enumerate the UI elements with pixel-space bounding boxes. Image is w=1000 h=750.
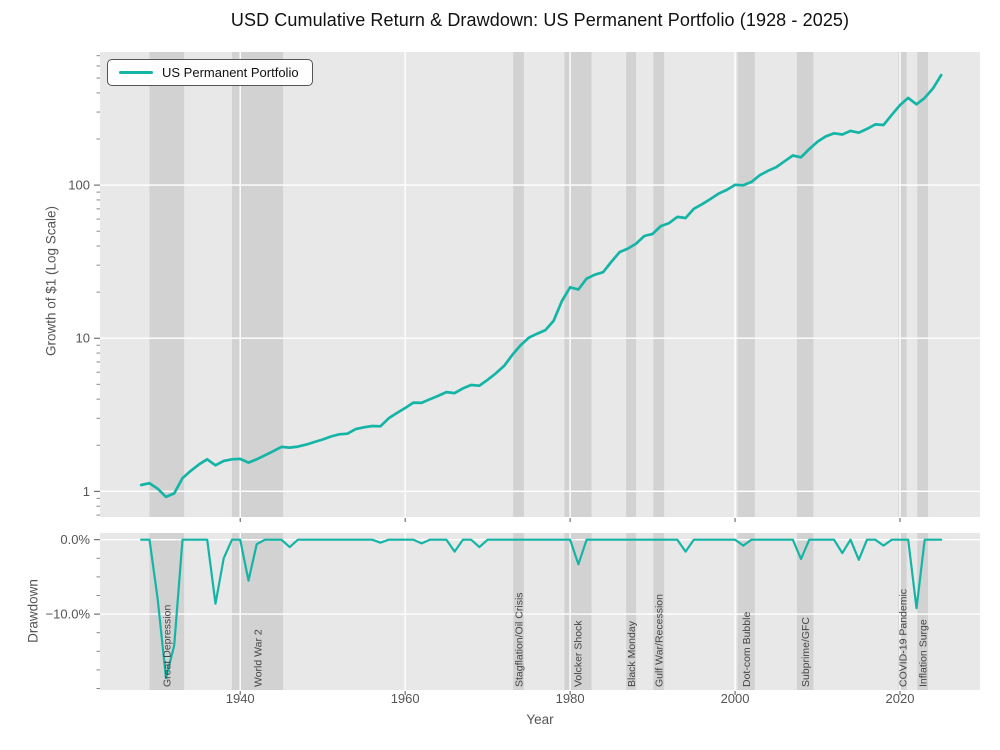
legend-line-swatch	[119, 71, 153, 74]
y-axis-label-drawdown: Drawdown	[25, 579, 41, 643]
legend: US Permanent Portfolio	[107, 59, 313, 86]
event-band	[796, 52, 814, 517]
y-tick-label: 10	[76, 331, 90, 346]
y-tick-label: 100	[68, 178, 90, 193]
event-label: COVID-19 Pandemic	[897, 589, 909, 687]
x-tick-label: 2000	[721, 691, 750, 706]
chart-title: USD Cumulative Return & Drawdown: US Per…	[230, 10, 850, 30]
event-label: Gulf War/Recession	[654, 594, 666, 687]
event-label: Subprime/GFC	[800, 617, 812, 687]
event-band	[564, 533, 592, 690]
y-tick-label: −10.0%	[46, 607, 91, 622]
event-label: Volcker Shock	[573, 620, 585, 687]
event-band	[513, 52, 524, 517]
event-label: Dot-com Bubble	[741, 612, 753, 687]
event-band	[149, 52, 185, 517]
event-band	[626, 533, 637, 690]
series-line-drawdown	[140, 538, 943, 680]
event-band	[626, 52, 637, 517]
x-tick-label: 1980	[556, 691, 585, 706]
y-tick-label: 1	[83, 484, 90, 499]
event-band	[653, 533, 665, 690]
legend-series-label: US Permanent Portfolio	[162, 65, 299, 80]
event-band	[737, 52, 755, 517]
event-band	[917, 52, 929, 517]
event-band	[898, 52, 907, 517]
x-tick-label: 2020	[886, 691, 915, 706]
event-label: Great Depression	[162, 605, 174, 687]
y-tick-label: 0.0%	[60, 532, 90, 547]
event-band	[898, 533, 907, 690]
x-tick-label: 1940	[226, 691, 255, 706]
event-band	[653, 52, 665, 517]
event-label: Inflation Surge	[918, 619, 930, 687]
y-axis-label-growth: Growth of $1 (Log Scale)	[43, 205, 59, 357]
event-band	[796, 533, 814, 690]
event-label: Stagflation/Oil Crisis	[513, 592, 525, 687]
event-label: World War 2	[252, 629, 264, 687]
event-band	[149, 533, 185, 690]
event-band	[737, 533, 755, 690]
x-tick-label: 1960	[391, 691, 420, 706]
event-label: Black Monday	[626, 620, 638, 687]
x-axis-label: Year	[526, 712, 554, 727]
event-band	[564, 52, 592, 517]
event-band	[917, 533, 929, 690]
event-band	[513, 533, 524, 690]
series-line-growth	[139, 73, 943, 499]
